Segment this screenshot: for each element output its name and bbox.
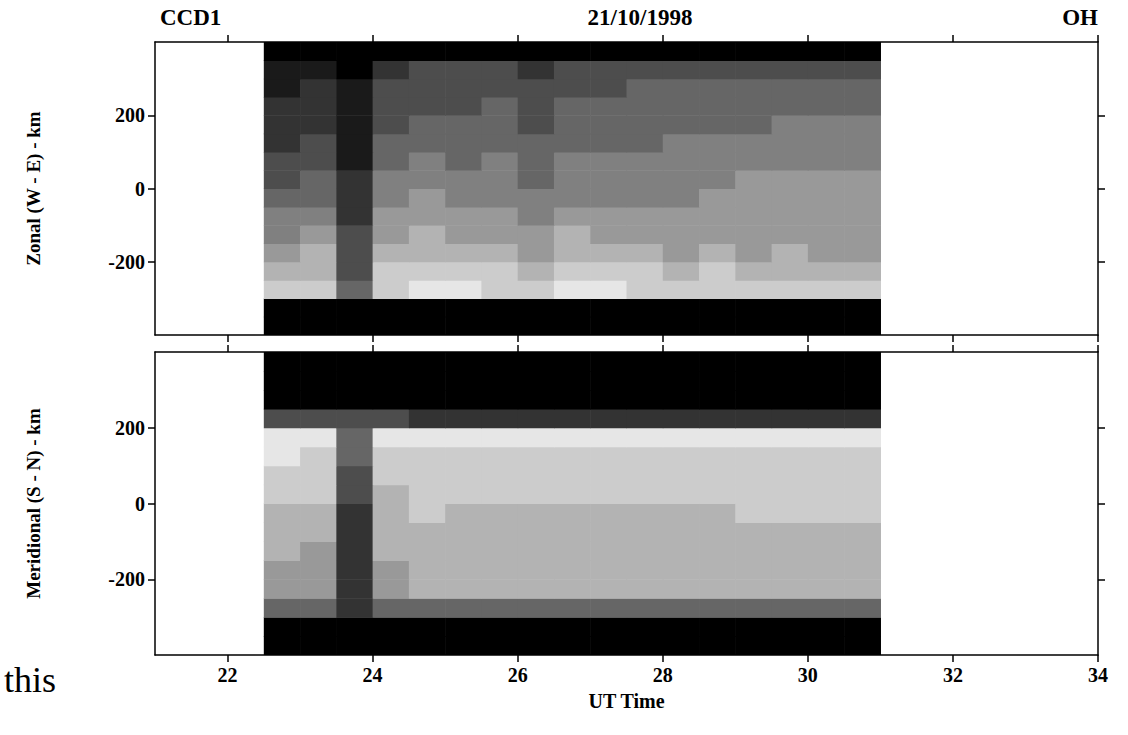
- svg-text:32: 32: [943, 664, 963, 686]
- svg-text:-200: -200: [108, 251, 145, 273]
- svg-text:0: 0: [135, 178, 145, 200]
- svg-text:UT Time: UT Time: [588, 690, 664, 712]
- svg-text:this: this: [4, 660, 56, 700]
- svg-text:-200: -200: [108, 568, 145, 590]
- svg-text:0: 0: [135, 493, 145, 515]
- svg-text:200: 200: [115, 417, 145, 439]
- svg-text:OH: OH: [1062, 5, 1098, 30]
- svg-text:24: 24: [363, 664, 383, 686]
- svg-text:34: 34: [1088, 664, 1108, 686]
- svg-text:28: 28: [653, 664, 673, 686]
- svg-text:Zonal (W - E) - km: Zonal (W - E) - km: [23, 111, 45, 265]
- svg-text:Meridional (S - N) - km: Meridional (S - N) - km: [23, 408, 45, 599]
- svg-text:200: 200: [115, 104, 145, 126]
- svg-text:30: 30: [798, 664, 818, 686]
- svg-text:21/10/1998: 21/10/1998: [588, 5, 693, 30]
- svg-text:CCD1: CCD1: [160, 5, 221, 30]
- svg-text:22: 22: [218, 664, 238, 686]
- svg-text:26: 26: [508, 664, 528, 686]
